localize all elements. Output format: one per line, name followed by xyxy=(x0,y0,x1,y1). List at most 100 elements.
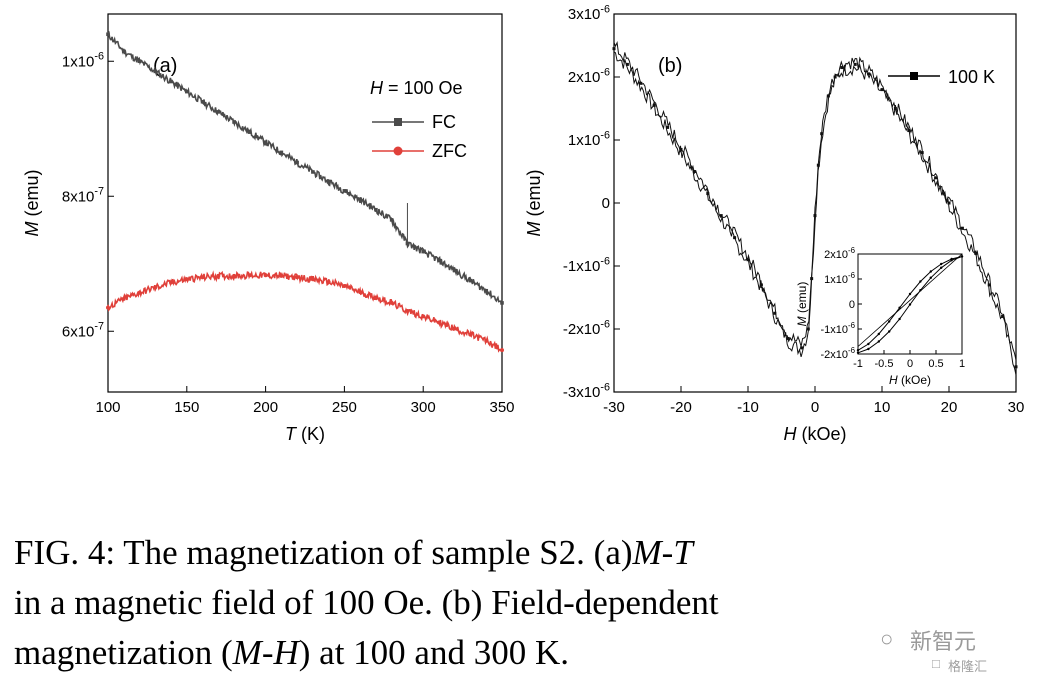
legend-title: H = 100 Oe xyxy=(370,78,463,98)
series-line-high-field xyxy=(857,253,963,347)
y-axis-label: M (emu) xyxy=(795,282,809,327)
data-point xyxy=(907,129,911,133)
data-point xyxy=(153,285,158,290)
series-zfc xyxy=(106,270,504,353)
data-point xyxy=(389,218,394,222)
data-point xyxy=(184,277,189,282)
data-point xyxy=(820,132,824,136)
data-point xyxy=(106,305,110,310)
x-axis-label: T (K) xyxy=(285,424,325,444)
data-point xyxy=(759,283,763,287)
data-point xyxy=(405,309,410,313)
data-point xyxy=(833,75,837,79)
data-point xyxy=(877,332,880,336)
legend-label: ZFC xyxy=(432,141,467,161)
data-point xyxy=(279,273,284,278)
data-point xyxy=(216,110,221,114)
wechat-icon: ○ xyxy=(880,626,894,651)
series-100k xyxy=(612,40,1018,376)
data-point xyxy=(888,330,891,333)
data-point xyxy=(169,280,174,285)
data-point xyxy=(121,49,126,53)
data-point xyxy=(813,214,817,218)
data-point xyxy=(200,275,205,280)
data-point xyxy=(153,69,158,74)
data-point xyxy=(612,47,616,51)
x-tick-label: -30 xyxy=(603,399,625,416)
y-tick-label: 1x10-6 xyxy=(568,129,610,149)
data-point xyxy=(919,280,922,283)
data-point xyxy=(310,277,315,282)
data-point xyxy=(137,290,142,295)
data-point xyxy=(810,277,814,281)
data-point xyxy=(639,81,643,85)
x-tick-label: -20 xyxy=(670,399,692,416)
data-point xyxy=(437,258,441,263)
data-point xyxy=(853,62,857,66)
caption-var: M xyxy=(632,533,662,572)
data-point xyxy=(746,258,750,262)
series-line xyxy=(613,40,1017,361)
data-point xyxy=(652,103,656,107)
data-point xyxy=(137,59,142,64)
data-point xyxy=(185,89,189,94)
x-tick-label: 300 xyxy=(411,399,436,416)
x-axis-label: H (kOe) xyxy=(783,424,846,444)
watermark: ○ 新智元 □ 格隆汇 xyxy=(880,618,1030,678)
series-line xyxy=(107,270,503,353)
series-fc xyxy=(106,30,504,305)
data-point xyxy=(867,347,870,351)
x-axis-label: H (kOe) xyxy=(889,373,931,387)
data-point xyxy=(692,170,696,173)
data-point xyxy=(421,249,425,254)
data-point xyxy=(987,283,991,287)
panel-label: (b) xyxy=(658,55,682,77)
data-point xyxy=(719,214,723,218)
data-point xyxy=(295,160,299,165)
plot-frame xyxy=(107,13,503,393)
series-line xyxy=(107,30,503,304)
data-point xyxy=(816,163,820,167)
data-point xyxy=(484,288,489,293)
caption-text: magnetization ( xyxy=(14,633,233,672)
caption-line-2: in a magnetic field of 100 Oe. (b) Field… xyxy=(14,583,719,622)
data-point xyxy=(625,62,629,66)
data-point xyxy=(1001,314,1005,318)
y-tick-label: -3x10-6 xyxy=(563,381,610,401)
data-point xyxy=(960,255,964,258)
data-point xyxy=(856,349,860,352)
x-tick-label: 250 xyxy=(332,399,357,416)
caption-text: ) at 100 and 300 K. xyxy=(298,633,569,672)
data-point xyxy=(800,346,804,350)
y-tick-label: -2x10-6 xyxy=(820,346,855,361)
y-tick-label: -1x10-6 xyxy=(820,321,855,336)
caption-line-1: FIG. 4: The magnetization of sample S2. … xyxy=(14,528,1024,578)
data-point xyxy=(373,295,378,300)
data-point xyxy=(679,147,683,151)
x-tick-label: -0.5 xyxy=(875,358,894,370)
legend-marker xyxy=(394,118,402,126)
x-tick-label: 0 xyxy=(811,399,819,416)
data-point xyxy=(888,320,891,323)
x-tick-label: 100 xyxy=(95,399,120,416)
legend-marker xyxy=(910,72,918,80)
y-axis-label: M (emu) xyxy=(524,169,544,236)
data-point xyxy=(826,94,830,98)
caption-dash: - xyxy=(261,633,274,672)
figure-caption: FIG. 4: The magnetization of sample S2. … xyxy=(14,528,1024,678)
data-point xyxy=(436,320,441,325)
data-point xyxy=(452,326,457,331)
data-point xyxy=(121,296,126,301)
y-tick-label: 6x10-7 xyxy=(62,321,104,341)
data-point xyxy=(374,207,378,212)
data-point xyxy=(263,140,268,145)
y-tick-label: 2x10-6 xyxy=(568,66,610,86)
legend: 100 K xyxy=(888,67,995,87)
watermark-logo-icon: □ xyxy=(932,656,940,671)
data-point xyxy=(974,251,978,255)
data-point xyxy=(326,179,331,184)
data-point xyxy=(484,338,489,343)
data-point xyxy=(908,292,912,296)
data-point xyxy=(342,284,347,289)
